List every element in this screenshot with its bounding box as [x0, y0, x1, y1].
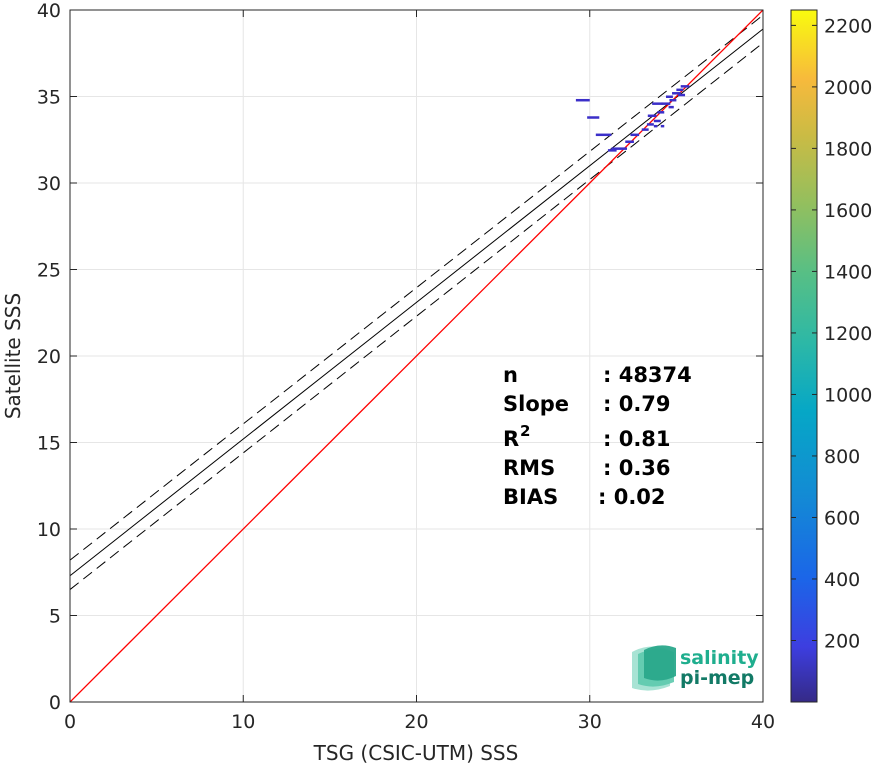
stat-label: n — [503, 363, 518, 387]
data-point — [595, 133, 612, 137]
x-tick-label: 20 — [404, 711, 428, 733]
colorbar-tick-label: 1000 — [824, 384, 872, 406]
colorbar — [790, 9, 818, 703]
data-point — [660, 124, 665, 128]
x-tick-label: 30 — [578, 711, 602, 733]
y-axis-ticks: 0 5 10 15 20 25 30 35 40 — [37, 0, 763, 714]
logo-text-pimep: pi-mep — [680, 667, 754, 689]
wave-logo-icon — [632, 645, 676, 691]
colorbar-tick-label: 1800 — [824, 138, 872, 160]
stat-value: : 0.36 — [603, 456, 671, 480]
data-point — [641, 128, 649, 131]
regression-line — [70, 28, 763, 577]
data-point — [647, 114, 657, 118]
data-point — [676, 88, 684, 92]
colorbar-tick-label: 400 — [824, 569, 860, 591]
confidence-line — [70, 14, 763, 561]
y-tick-label: 0 — [49, 692, 61, 714]
colorbar-tick-label: 2200 — [824, 15, 872, 37]
logo-text-salinity: salinity — [680, 647, 759, 669]
colorbar-tick-label: 1600 — [824, 200, 872, 222]
data-point — [625, 140, 634, 143]
data-point — [653, 119, 661, 123]
y-tick-label: 30 — [37, 173, 61, 195]
stat-value: : 0.02 — [598, 485, 666, 509]
data-point — [665, 95, 673, 98]
y-tick-label: 35 — [37, 87, 61, 109]
data-point — [678, 93, 686, 97]
stats-box: n : 48374 Slope : 0.79 R 2 : 0.81 RMS : 0.36 BIAS… — [503, 363, 692, 509]
stat-value: : 0.79 — [603, 392, 671, 416]
data-points — [575, 85, 690, 152]
x-tick-label: 40 — [751, 711, 775, 733]
y-tick-label: 40 — [37, 0, 61, 22]
stat-value: : 48374 — [603, 363, 692, 387]
data-point — [646, 123, 654, 126]
colorbar-tick-label: 200 — [824, 630, 860, 652]
x-tick-label: 0 — [64, 711, 76, 733]
x-axis-ticks: 0 10 20 30 40 — [64, 10, 775, 733]
stat-value: : 0.81 — [603, 427, 671, 451]
colorbar-tick-label: 1400 — [824, 261, 872, 283]
stat-label: Slope — [503, 392, 569, 416]
data-point — [630, 133, 640, 137]
confidence-line — [70, 42, 763, 590]
y-tick-label: 5 — [49, 606, 61, 628]
stat-superscript: 2 — [520, 422, 530, 440]
colorbar-tick-label: 600 — [824, 507, 860, 529]
colorbar-ticks: 200 400 600 800 1000 1200 1400 1600 1800 2000 2200 — [791, 15, 872, 652]
data-point — [669, 98, 677, 102]
colorbar-tick-label: 2000 — [824, 77, 872, 99]
x-tick-label: 10 — [231, 711, 255, 733]
data-point — [587, 116, 600, 119]
data-point — [607, 149, 617, 152]
salinity-pi-mep-logo: salinity pi-mep — [632, 645, 759, 691]
y-axis-label: Satellite SSS — [1, 293, 25, 419]
data-point — [611, 147, 627, 150]
data-point — [668, 105, 674, 109]
colorbar-tick-label: 800 — [824, 446, 860, 468]
stat-label: R — [503, 427, 519, 451]
y-tick-label: 15 — [37, 433, 61, 455]
y-tick-label: 25 — [37, 260, 61, 282]
stat-label: RMS — [503, 456, 555, 480]
data-point — [661, 102, 671, 105]
stat-label: BIAS — [503, 485, 558, 509]
data-point — [680, 85, 690, 88]
data-point — [575, 98, 590, 102]
y-tick-label: 20 — [37, 346, 61, 368]
data-point — [672, 92, 681, 95]
y-tick-label: 10 — [37, 519, 61, 541]
colorbar-tick-label: 1200 — [824, 323, 872, 345]
data-point — [657, 111, 665, 114]
data-point — [652, 102, 663, 105]
data-point — [653, 124, 658, 128]
x-axis-label: TSG (CSIC-UTM) SSS — [313, 741, 519, 765]
